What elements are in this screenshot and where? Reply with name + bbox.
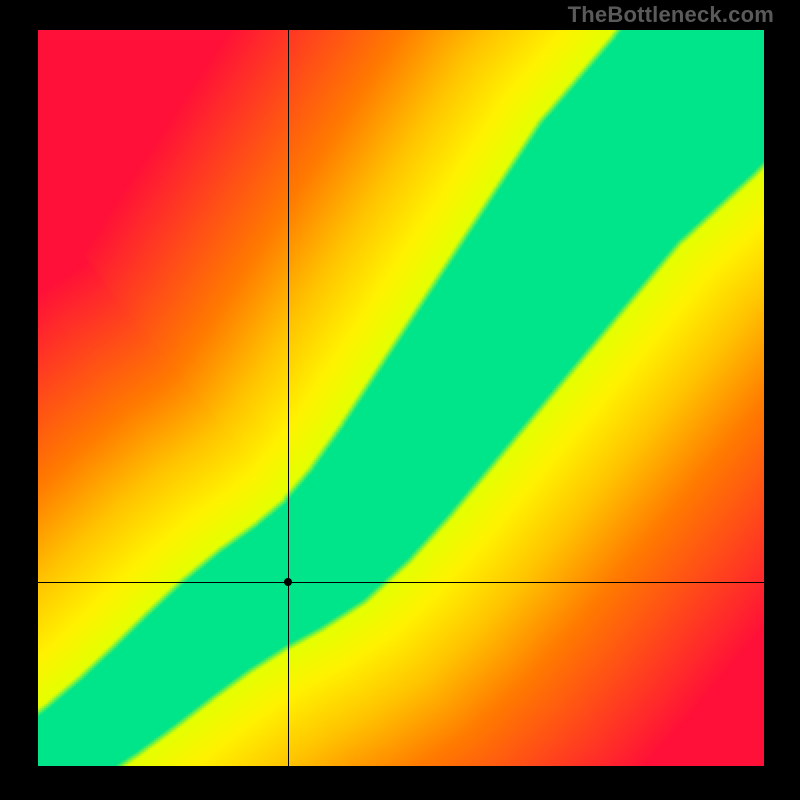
watermark-text: TheBottleneck.com (568, 2, 774, 28)
bottleneck-heatmap (38, 30, 764, 766)
crosshair-horizontal (38, 582, 764, 583)
crosshair-vertical (288, 30, 289, 766)
crosshair-marker-dot (284, 578, 292, 586)
